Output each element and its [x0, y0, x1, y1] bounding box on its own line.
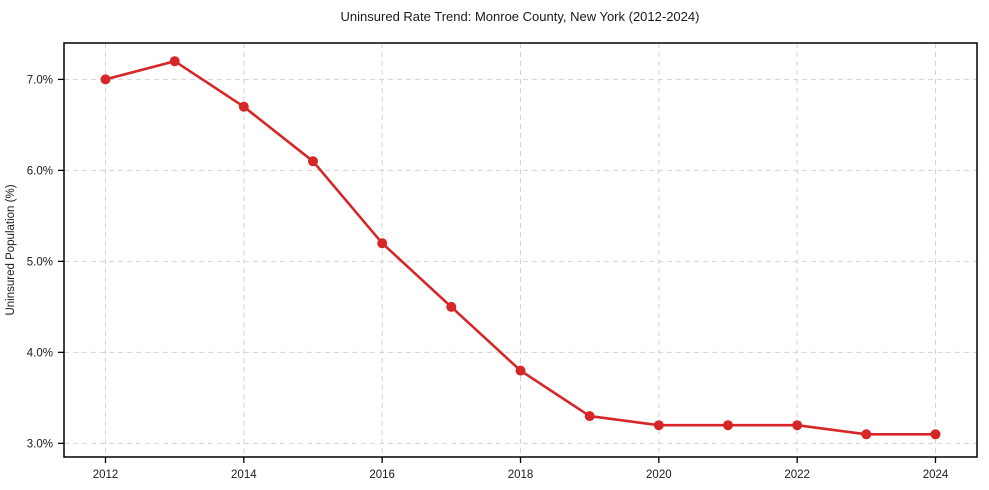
data-point-marker: [446, 301, 457, 312]
data-point-marker: [930, 429, 941, 440]
y-axis-label: Uninsured Population (%): [5, 184, 17, 315]
data-point-marker: [653, 420, 664, 431]
x-tick-label: 2014: [231, 469, 257, 481]
data-point-marker: [100, 74, 111, 85]
x-tick-label: 2022: [784, 469, 810, 481]
data-point-marker: [169, 56, 180, 67]
y-tick-label: 7.0%: [27, 74, 53, 86]
x-tick-label: 2024: [923, 469, 949, 481]
x-tick-label: 2012: [93, 469, 119, 481]
data-point-marker: [308, 156, 318, 167]
data-series: [100, 56, 941, 440]
plot-border: [63, 42, 978, 458]
data-point-marker: [238, 101, 249, 112]
data-point-marker: [792, 420, 803, 431]
axis-tick-labels: 2012 2014 2016 2018 2020 2022 2024 3.0% 4.0% 5.0%…: [27, 74, 949, 481]
x-tick-label: 2020: [646, 469, 672, 481]
y-tick-label: 3.0%: [27, 438, 53, 450]
x-tick-label: 2016: [369, 469, 395, 481]
data-point-marker: [515, 365, 526, 376]
data-point-marker: [584, 411, 595, 422]
y-tick-label: 5.0%: [27, 256, 53, 268]
data-point-marker: [861, 429, 872, 440]
y-tick-label: 6.0%: [27, 165, 53, 177]
axis-ticks: [58, 78, 937, 463]
data-point-marker: [377, 238, 388, 249]
x-tick-label: 2018: [508, 469, 534, 481]
data-point-marker: [723, 420, 733, 431]
y-tick-label: 4.0%: [27, 347, 53, 359]
chart-title: Uninsured Rate Trend: Monroe County, New…: [341, 9, 700, 24]
gridlines: [64, 43, 977, 457]
